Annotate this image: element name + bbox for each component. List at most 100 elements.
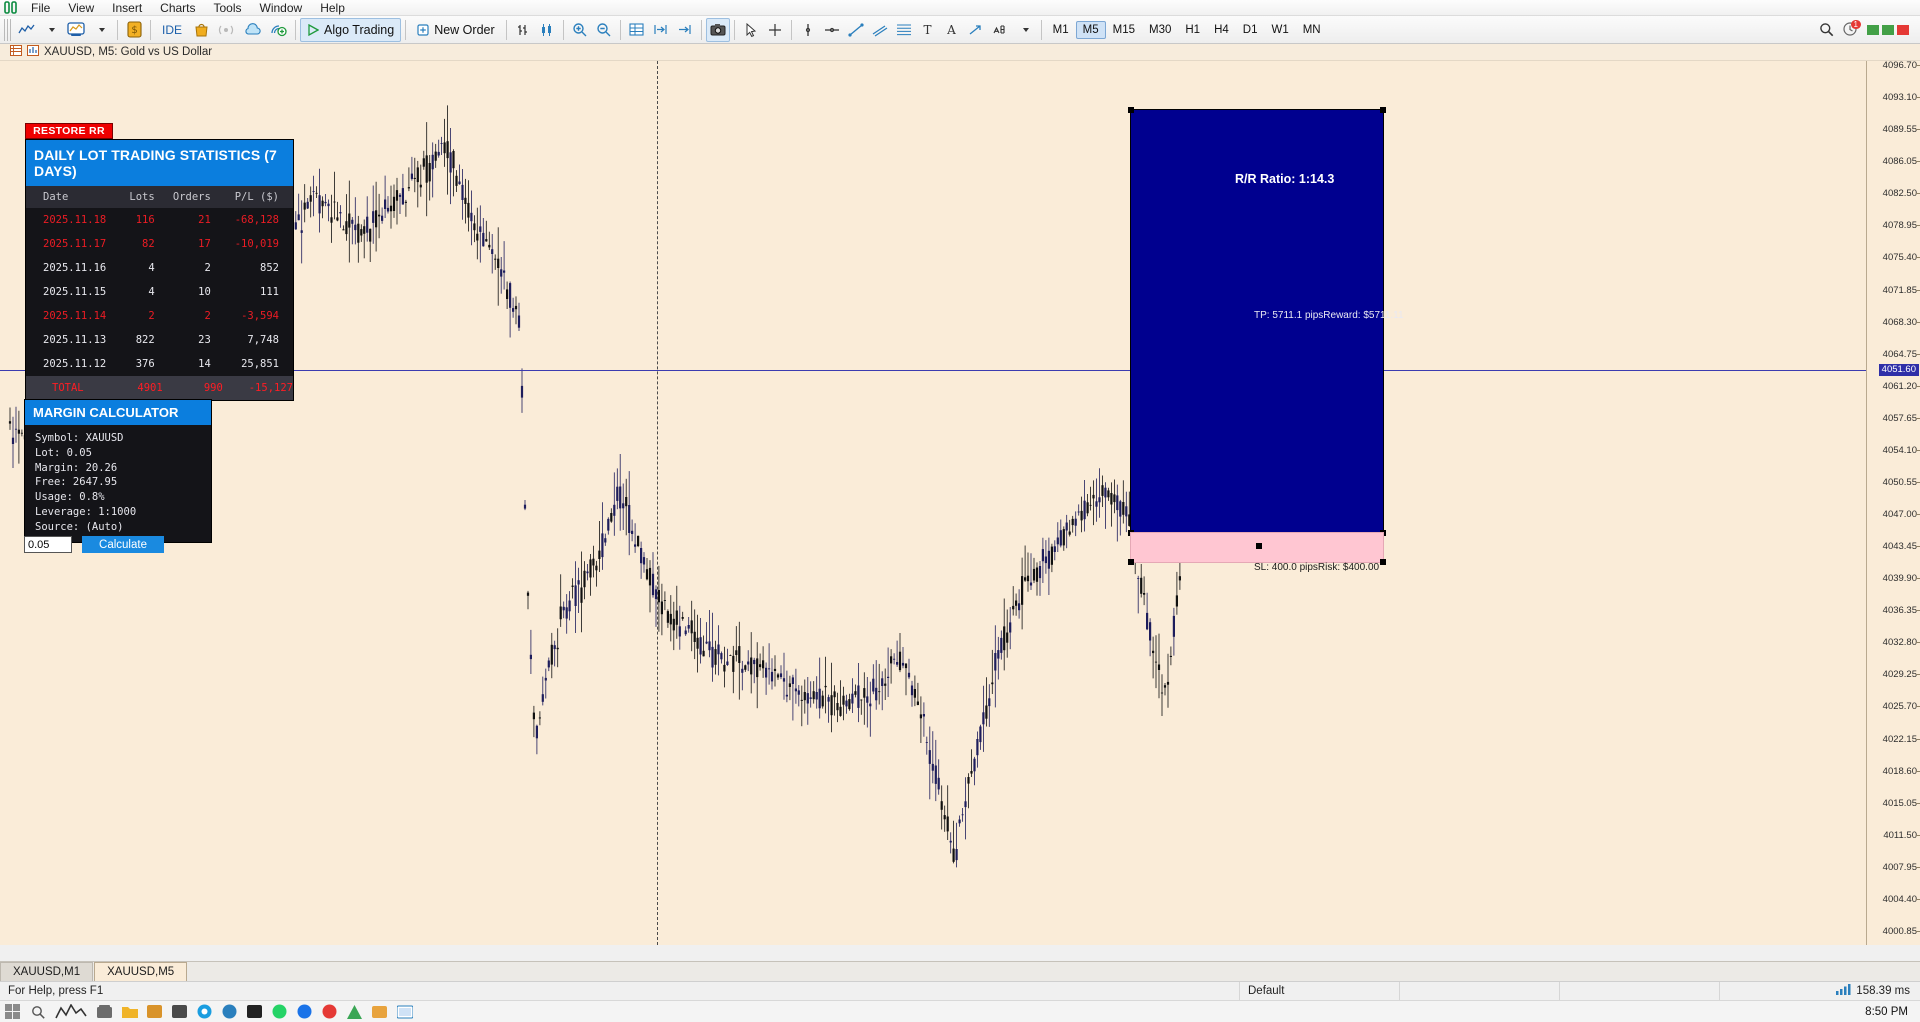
chart-tab-xauusd-m1[interactable]: XAUUSD,M1 — [0, 962, 94, 981]
search-icon[interactable] — [1814, 18, 1838, 42]
rr-handle-top-left[interactable] — [1128, 107, 1134, 113]
taskbar-app-8-icon[interactable] — [346, 1003, 363, 1020]
menu-item-charts[interactable]: Charts — [160, 0, 196, 15]
taskbar-chart-icon[interactable] — [54, 1003, 88, 1020]
timeframe-w1[interactable]: W1 — [1271, 23, 1289, 36]
taskbar-app-2-icon[interactable] — [146, 1003, 163, 1020]
timeframe-d1[interactable]: D1 — [1242, 23, 1258, 36]
auto-scroll-icon[interactable] — [673, 18, 697, 42]
timeframe-m30[interactable]: M30 — [1148, 23, 1172, 36]
timeframe-h4[interactable]: H4 — [1214, 23, 1229, 36]
price-tick-label: 4025.70 — [1882, 701, 1917, 713]
crosshair-icon[interactable] — [763, 18, 787, 42]
ide-button[interactable]: IDE — [162, 22, 183, 37]
taskbar-folder-icon[interactable] — [121, 1003, 138, 1020]
price-tick-label: 4061.20 — [1882, 380, 1917, 392]
rr-handle-mid-right[interactable] — [1380, 530, 1386, 536]
taskbar-app-4-icon[interactable] — [221, 1003, 238, 1020]
rr-handle-bottom-left[interactable] — [1128, 559, 1134, 565]
zoom-in-icon[interactable] — [568, 18, 592, 42]
window-controls-icon[interactable] — [1862, 18, 1916, 42]
taskbar-browser-icon[interactable] — [196, 1003, 213, 1020]
cursor-icon[interactable] — [739, 18, 763, 42]
chart-type-icon[interactable] — [14, 18, 39, 42]
menu-item-insert[interactable]: Insert — [112, 0, 143, 15]
taskbar-metatrader-icon[interactable] — [396, 1003, 413, 1020]
rr-handle-center[interactable] — [1256, 543, 1262, 549]
grid-icon[interactable] — [625, 18, 649, 42]
taskbar-app-5-icon[interactable] — [246, 1003, 263, 1020]
chart-tab-xauusd-m5[interactable]: XAUUSD,M5 — [94, 962, 188, 981]
rr-handle-top-right[interactable] — [1380, 107, 1386, 113]
screenshot-icon[interactable] — [705, 17, 730, 42]
chart-properties-icon[interactable] — [27, 45, 39, 59]
timeframe-m15[interactable]: M15 — [1112, 23, 1135, 36]
templates-icon[interactable] — [63, 18, 89, 42]
column-header-date: Date — [26, 186, 123, 208]
menu-item-window[interactable]: Window — [259, 0, 303, 15]
zoom-out-icon[interactable] — [592, 18, 616, 42]
taskbar-search-icon[interactable] — [29, 1003, 46, 1020]
shift-end-icon[interactable] — [649, 18, 673, 42]
menu-item-file[interactable]: File — [31, 0, 51, 15]
lot-size-input[interactable] — [24, 536, 72, 553]
restore-rr-button[interactable]: RESTORE RR — [25, 123, 113, 139]
taskbar-app-6-icon[interactable] — [296, 1003, 313, 1020]
rr-handle-bottom-right[interactable] — [1380, 559, 1386, 565]
cloud-icon[interactable] — [239, 18, 266, 42]
bar-chart-icon[interactable] — [511, 18, 535, 42]
daily-stats-panel: DAILY LOT TRADING STATISTICS (7 DAYS) Da… — [25, 139, 294, 401]
price-tick-label: 4093.10 — [1882, 92, 1917, 104]
chart-canvas[interactable]: R/R Ratio: 1:14.3 TP: 5711.1 pipsReward:… — [0, 61, 1920, 945]
algo-trading-button[interactable]: Algo Trading — [300, 17, 402, 42]
vps-add-icon[interactable] — [266, 18, 291, 42]
horizontal-line-icon[interactable] — [820, 18, 844, 42]
price-tick — [1916, 834, 1920, 836]
menu-item-tools[interactable]: Tools — [213, 0, 242, 15]
taskbar-app-7-icon[interactable] — [321, 1003, 338, 1020]
timeframe-m1[interactable]: M1 — [1052, 23, 1069, 36]
text-icon[interactable]: T — [916, 18, 940, 42]
metatrader-logo-icon — [0, 0, 22, 16]
fibonacci-icon[interactable] — [892, 18, 916, 42]
signals-icon[interactable] — [213, 18, 239, 42]
rr-reward-zone[interactable]: R/R Ratio: 1:14.3 TP: 5711.1 pipsReward:… — [1128, 107, 1404, 536]
objects-list-icon[interactable] — [988, 18, 1013, 42]
taskbar-clock[interactable]: 8:50 PM — [1865, 1005, 1908, 1018]
rr-risk-zone[interactable]: SL: 400.0 pipsRisk: $400.00 — [1128, 532, 1386, 573]
taskbar-app-3-icon[interactable] — [171, 1003, 188, 1020]
timeframe-mn[interactable]: MN — [1302, 23, 1321, 36]
objects-dropdown-icon[interactable] — [1013, 18, 1037, 42]
timeframe-m5[interactable]: M5 — [1075, 20, 1106, 39]
price-tick — [1916, 129, 1920, 131]
arrow-icon[interactable] — [964, 18, 988, 42]
price-axis[interactable]: 4051.60 4096.70 4093.10 4089.55 4086.05 4082… — [1866, 61, 1920, 945]
taskbar-app-1-icon[interactable] — [96, 1003, 113, 1020]
status-connection-group[interactable]: 158.39 ms — [1836, 984, 1920, 998]
cell-pl: 25,851 — [241, 358, 279, 370]
market-watch-icon[interactable]: $ — [122, 18, 146, 42]
notifications-icon[interactable]: 1 — [1838, 18, 1862, 42]
taskbar-app-9-icon[interactable] — [371, 1003, 388, 1020]
equidistant-channel-icon[interactable] — [868, 18, 892, 42]
market-shop-icon[interactable] — [189, 18, 213, 42]
taskbar-whatsapp-icon[interactable] — [271, 1003, 288, 1020]
vertical-line-icon[interactable] — [796, 18, 820, 42]
new-order-button[interactable]: New Order — [410, 18, 501, 42]
menu-item-view[interactable]: View — [68, 0, 95, 15]
cell-orders: 2 — [204, 310, 211, 322]
status-profile[interactable]: Default — [1240, 981, 1400, 1001]
candlestick-chart-icon[interactable] — [535, 18, 559, 42]
calculate-button[interactable]: Calculate — [82, 536, 164, 553]
svg-text:$: $ — [131, 25, 137, 36]
timeframe-h1[interactable]: H1 — [1185, 23, 1201, 36]
templates-dropdown-icon[interactable] — [89, 18, 113, 42]
trendline-icon[interactable] — [844, 18, 868, 42]
data-window-icon[interactable] — [10, 45, 22, 59]
chart-type-dropdown-icon[interactable] — [39, 18, 63, 42]
menu-item-help[interactable]: Help — [320, 0, 345, 15]
label-icon[interactable]: A — [940, 18, 964, 42]
current-price-line — [0, 370, 1866, 371]
toolbar-grip[interactable] — [4, 18, 11, 41]
start-button-icon[interactable] — [4, 1003, 21, 1020]
